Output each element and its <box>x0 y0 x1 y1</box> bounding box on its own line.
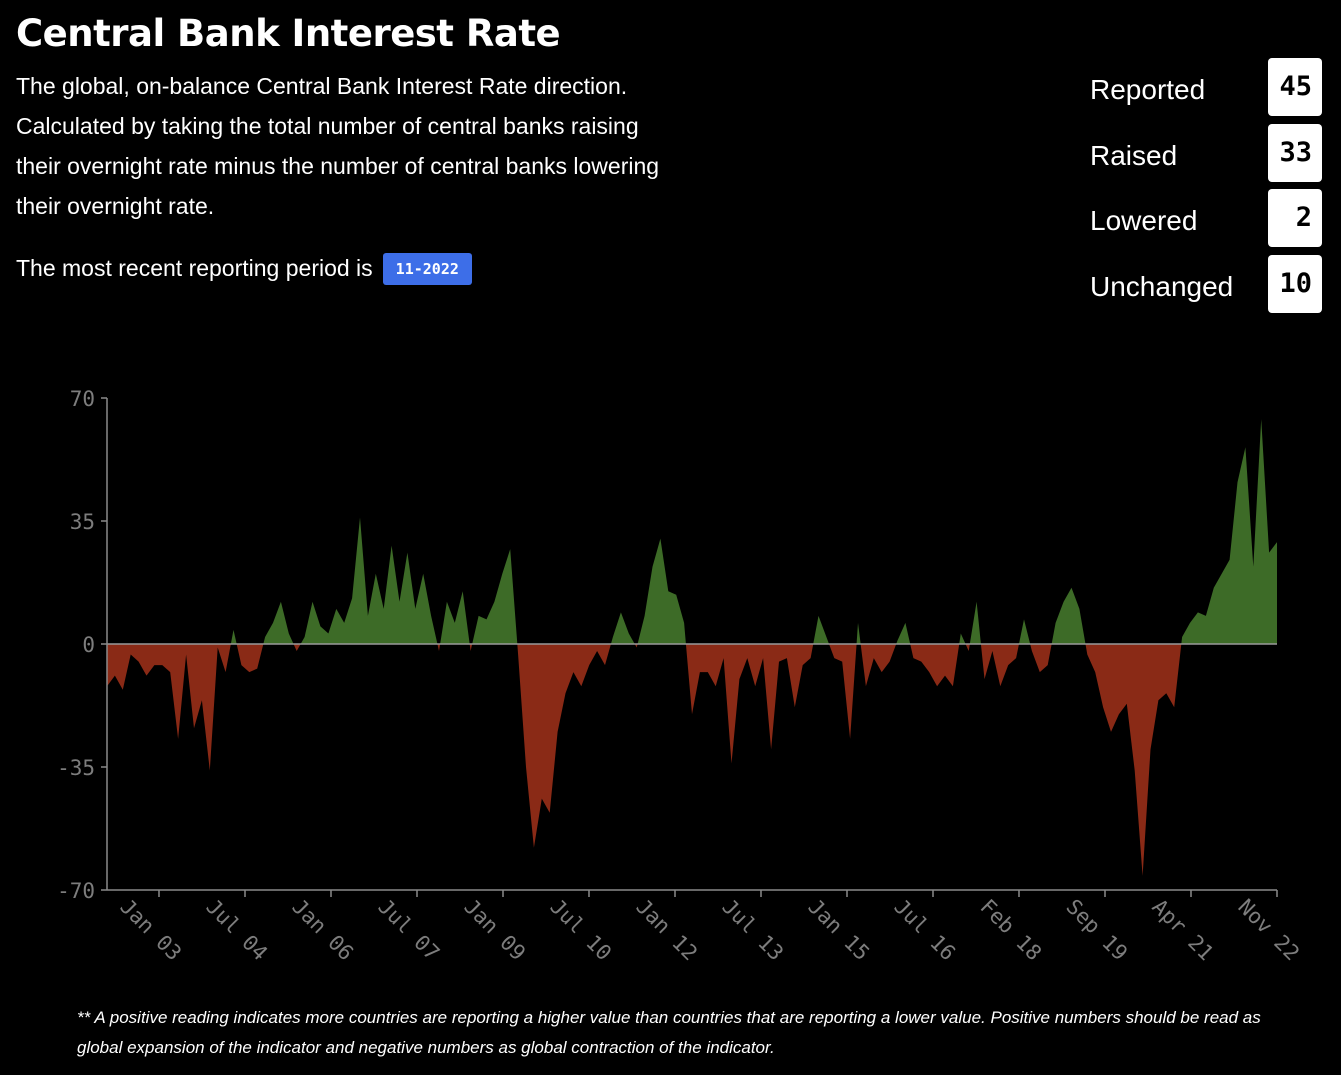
x-tick-label: Jan 09 <box>459 895 530 966</box>
stat-value: 33 <box>1268 123 1322 182</box>
x-tick-label: Jan 12 <box>631 895 702 966</box>
y-tick-label: 35 <box>70 510 95 534</box>
stat-unchanged: Unchanged 10 <box>1090 254 1322 313</box>
reporting-period: The most recent reporting period is 11-20… <box>16 248 472 288</box>
chart-description: The global, on-balance Central Bank Inte… <box>16 73 660 219</box>
x-tick-label: Jul 04 <box>201 895 272 966</box>
page-title: Central Bank Interest Rate <box>16 12 561 55</box>
interest-rate-chart: 70 35 0 -35 -70 Jan 03 Jul 04 Jan 06 Jul 07 Jan 0… <box>57 387 1304 966</box>
stat-label: Raised <box>1090 139 1178 171</box>
stat-lowered: Lowered 2 <box>1090 189 1322 248</box>
stat-value: 45 <box>1268 58 1322 116</box>
y-tick-label: -70 <box>57 879 95 903</box>
x-tick-label: Jan 15 <box>803 895 874 966</box>
stat-reported: Reported 45 <box>1090 58 1322 116</box>
stat-label: Unchanged <box>1090 270 1234 302</box>
x-tick-label: Jan 03 <box>115 895 186 966</box>
reporting-period-label: The most recent reporting period is <box>16 255 373 281</box>
x-tick-label: Sep 19 <box>1061 895 1132 966</box>
x-tick-label: Nov 22 <box>1233 895 1304 966</box>
footnote: ** A positive reading indicates more cou… <box>77 1008 1261 1057</box>
x-tick-label: Jul 10 <box>545 895 616 966</box>
x-tick-label: Jul 13 <box>717 895 788 966</box>
y-tick-label: 0 <box>82 633 95 657</box>
stat-value: 10 <box>1268 254 1322 313</box>
x-tick-label: Apr 21 <box>1147 895 1218 966</box>
stat-label: Reported <box>1090 74 1206 105</box>
stat-raised: Raised 33 <box>1090 123 1322 182</box>
reporting-period-badge: 11-2022 <box>382 253 472 285</box>
x-tick-label: Jul 16 <box>889 895 960 966</box>
y-tick-label: -35 <box>57 756 95 780</box>
x-tick-label: Jan 06 <box>287 895 358 966</box>
x-tick-label: Feb 18 <box>975 895 1046 966</box>
negative-area <box>107 644 1277 876</box>
stats-panel: Reported 45 Raised 33 Lowered 2 Unchange… <box>1090 58 1322 320</box>
stat-value: 2 <box>1268 189 1322 248</box>
x-tick-label: Jul 07 <box>373 895 444 966</box>
stat-label: Lowered <box>1090 205 1198 237</box>
y-tick-label: 70 <box>70 387 95 411</box>
